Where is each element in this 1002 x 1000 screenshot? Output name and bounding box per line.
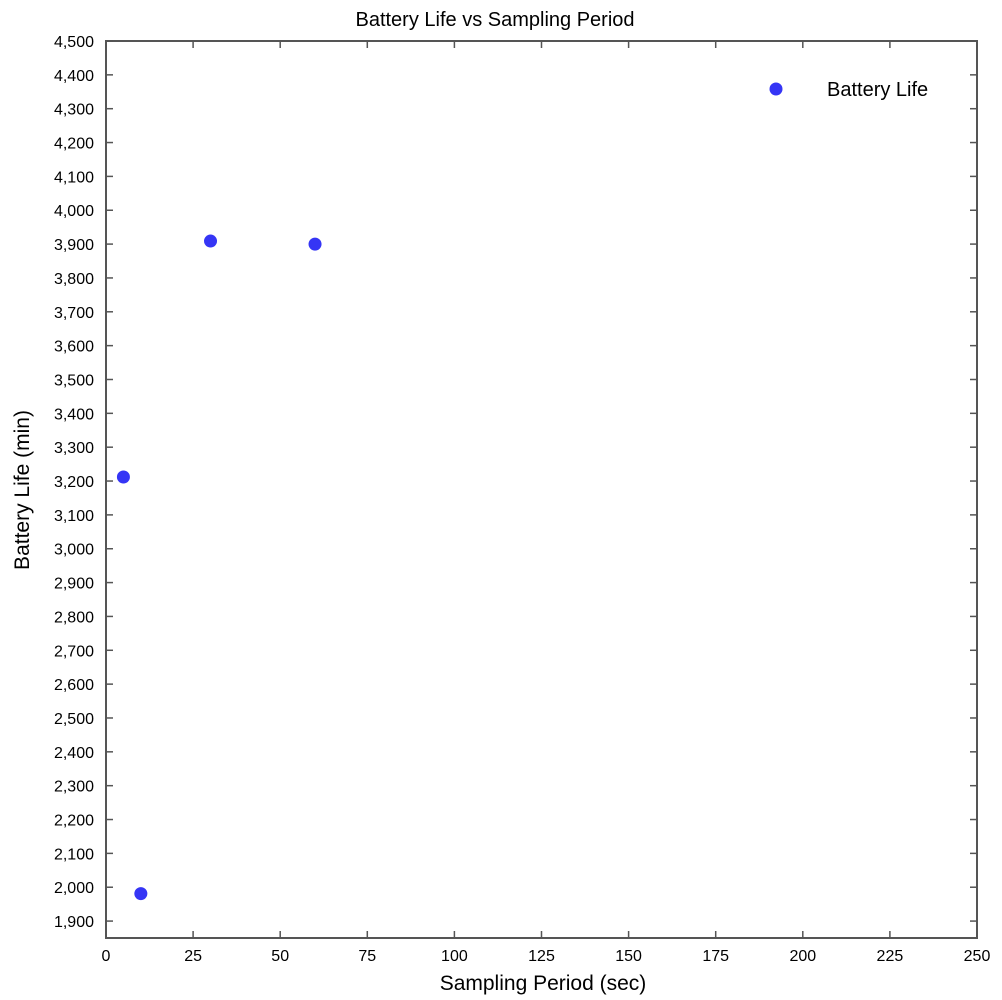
y-tick-label: 3,100 xyxy=(54,508,94,525)
axes-layer: 0 25 50 75 100 125 150 175 200 225 250 1,900 2,000 2,… xyxy=(54,34,990,965)
y-tick-label: 3,200 xyxy=(54,474,94,491)
y-tick-label: 2,000 xyxy=(54,880,94,897)
y-tick-label: 4,400 xyxy=(54,68,94,85)
y-tick-label: 4,100 xyxy=(54,169,94,186)
y-tick-label: 3,900 xyxy=(54,237,94,254)
y-tick-label: 2,400 xyxy=(54,745,94,762)
y-tick-label: 3,300 xyxy=(54,440,94,457)
y-axis-label: Battery Life (min) xyxy=(11,410,34,570)
plot-frame xyxy=(105,40,978,939)
y-tick-label: 2,700 xyxy=(54,643,94,660)
x-axis-label: Sampling Period (sec) xyxy=(440,972,647,995)
chart-title: Battery Life vs Sampling Period xyxy=(355,9,634,31)
y-tick-label: 3,800 xyxy=(54,271,94,288)
x-tick-label: 0 xyxy=(102,948,111,965)
data-point xyxy=(116,470,130,484)
legend-marker xyxy=(769,82,783,96)
x-tick-label: 75 xyxy=(358,948,376,965)
y-tick-label: 2,600 xyxy=(54,677,94,694)
x-tick-label: 225 xyxy=(877,948,904,965)
x-tick-label: 150 xyxy=(615,948,642,965)
y-tick-label: 3,400 xyxy=(54,406,94,423)
y-tick-label: 2,800 xyxy=(54,609,94,626)
legend-label: Battery Life xyxy=(827,79,928,101)
x-tick-label: 25 xyxy=(184,948,202,965)
y-tick-label: 3,000 xyxy=(54,542,94,559)
x-tick-label: 100 xyxy=(441,948,468,965)
data-point xyxy=(308,237,322,251)
y-tick-label: 3,500 xyxy=(54,372,94,389)
y-tick-label: 4,000 xyxy=(54,203,94,220)
y-tick-label: 4,500 xyxy=(54,34,94,51)
y-tick-label: 2,900 xyxy=(54,576,94,593)
legend: Battery Life xyxy=(769,79,928,101)
y-tick-label: 2,500 xyxy=(54,711,94,728)
y-tick-label: 3,600 xyxy=(54,339,94,356)
y-tick-label: 3,700 xyxy=(54,305,94,322)
x-tick-label: 175 xyxy=(702,948,729,965)
data-point xyxy=(204,234,218,248)
x-tick-label: 250 xyxy=(964,948,991,965)
data-points-layer xyxy=(116,234,322,901)
y-tick-label: 1,900 xyxy=(54,914,94,931)
y-tick-label: 4,200 xyxy=(54,136,94,153)
y-tick-label: 2,300 xyxy=(54,779,94,796)
y-tick-label: 4,300 xyxy=(54,102,94,119)
y-tick-label: 2,100 xyxy=(54,846,94,863)
x-tick-label: 200 xyxy=(789,948,816,965)
data-point xyxy=(134,887,148,901)
x-tick-label: 125 xyxy=(528,948,555,965)
y-tick-label: 2,200 xyxy=(54,813,94,830)
x-tick-label: 50 xyxy=(271,948,289,965)
